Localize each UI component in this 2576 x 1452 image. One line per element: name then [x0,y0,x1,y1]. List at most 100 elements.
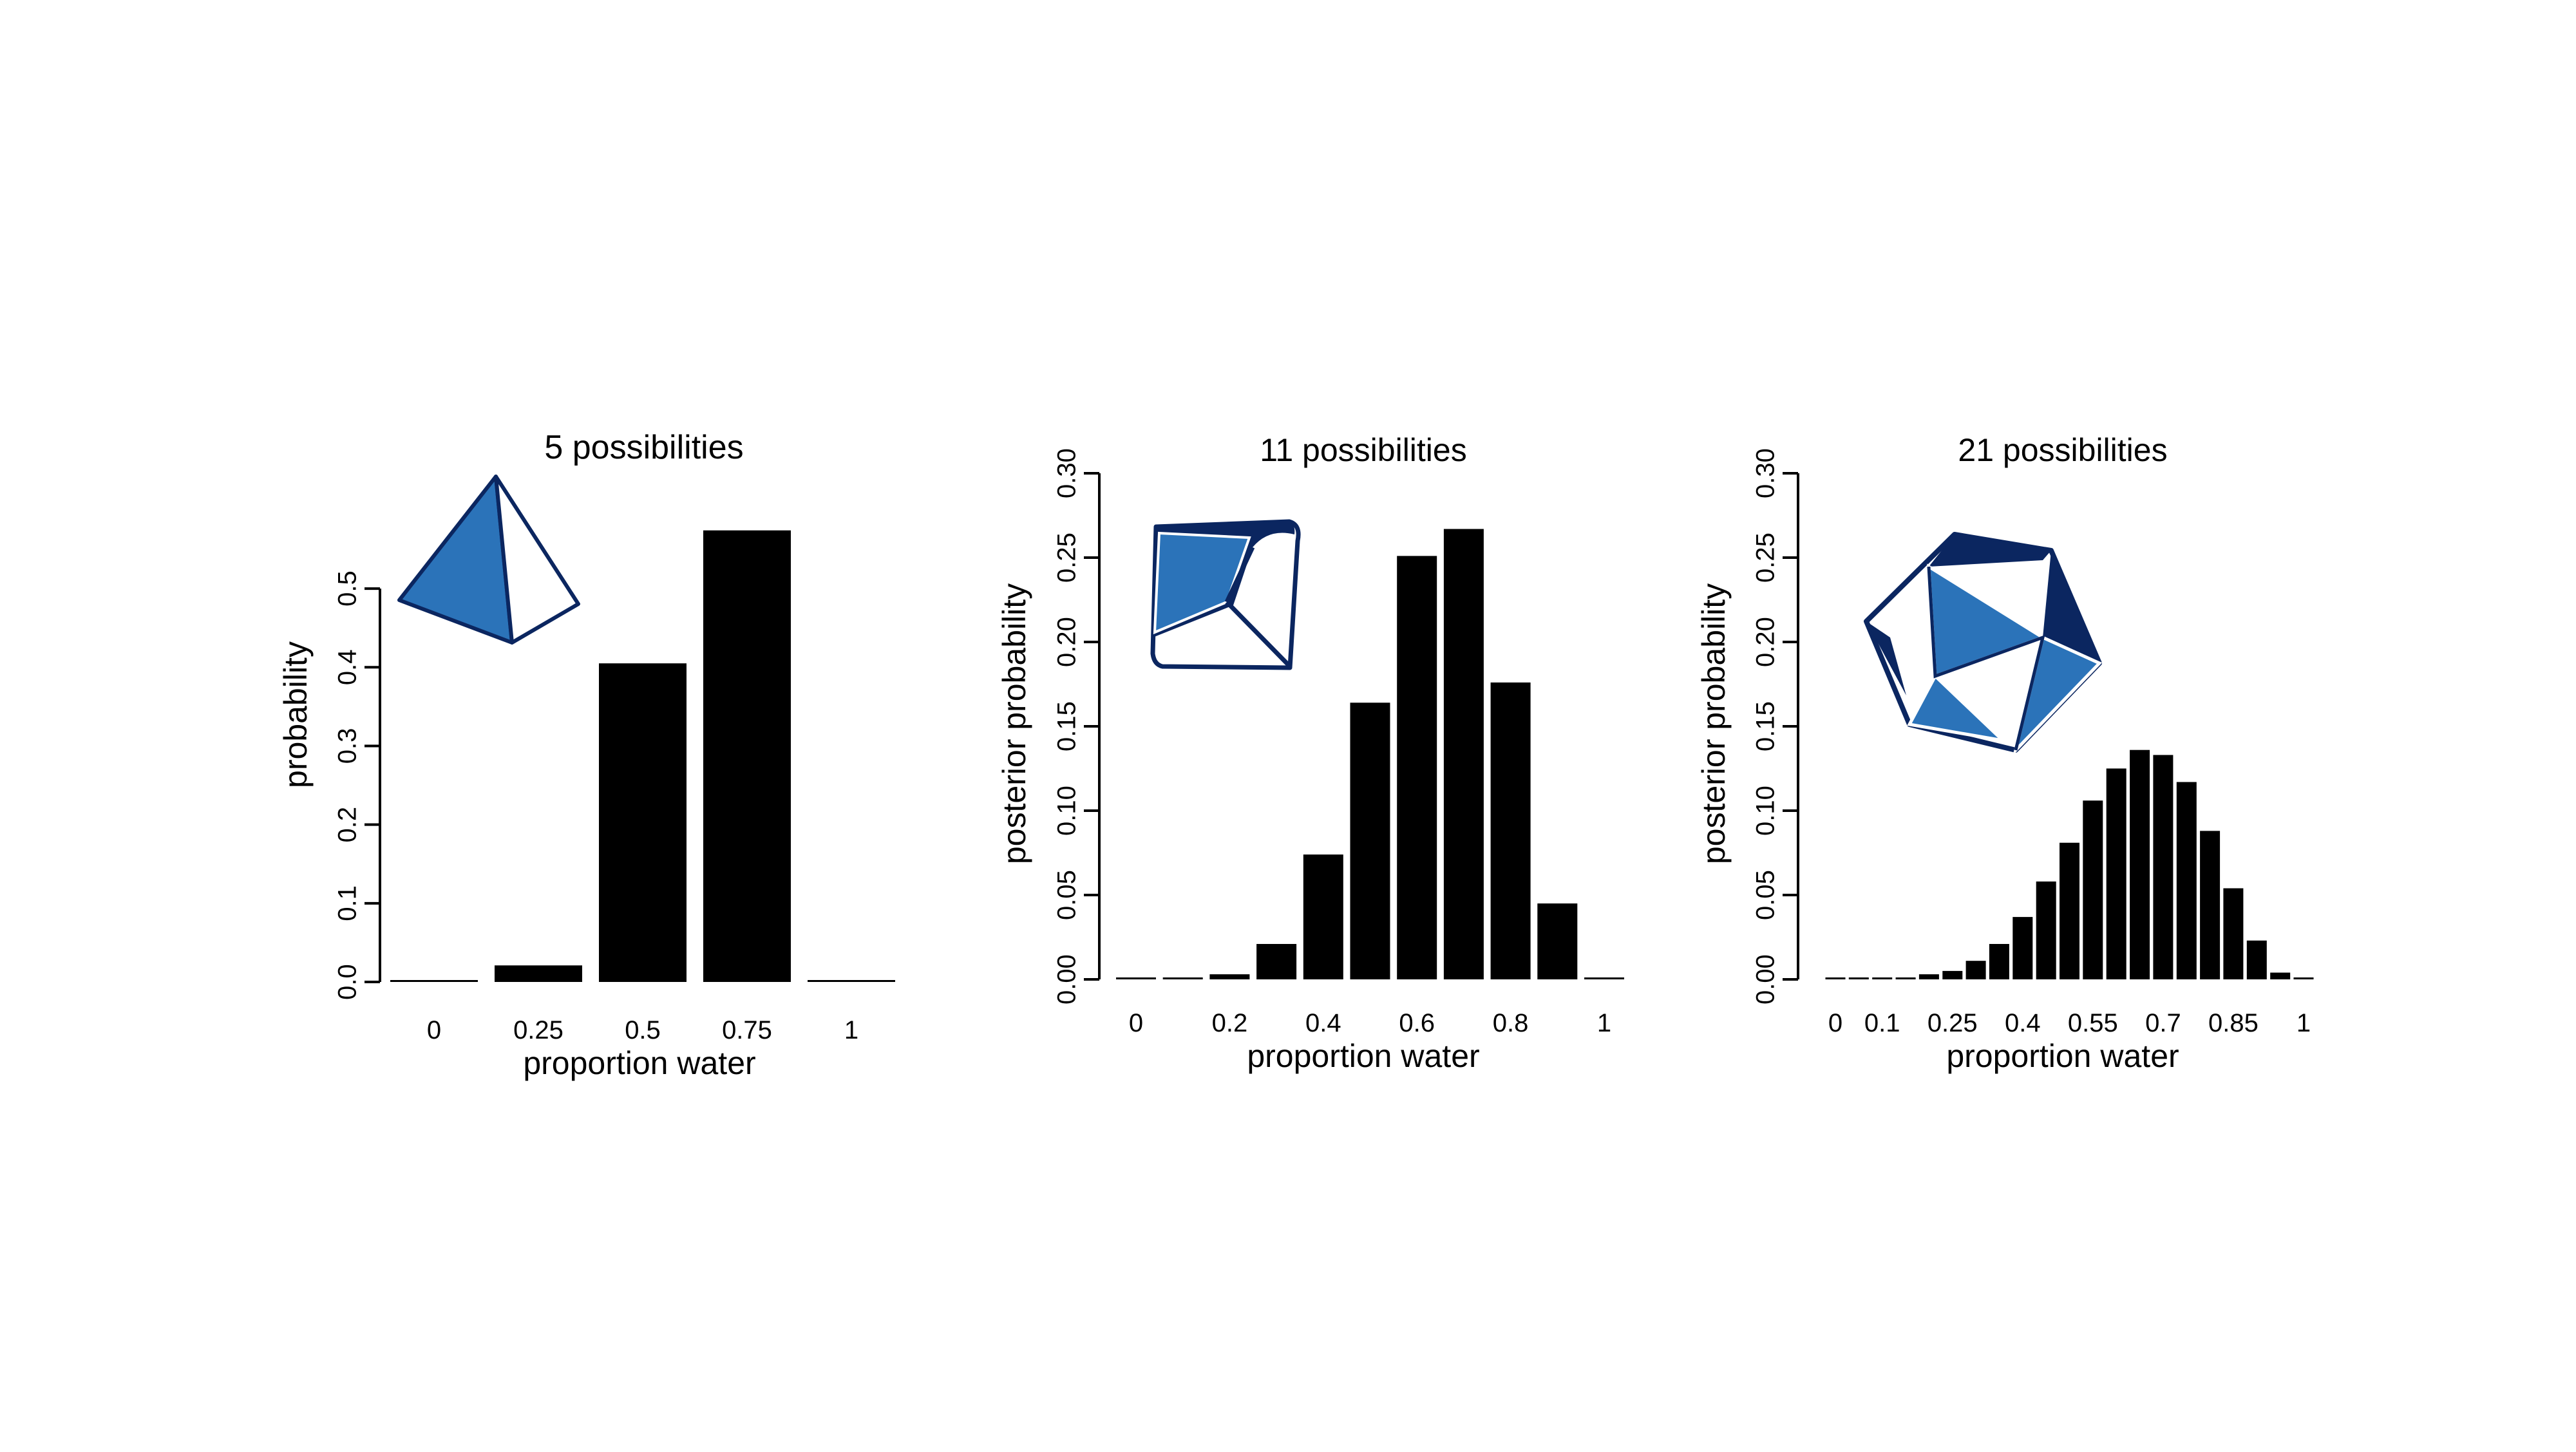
bar [2223,888,2244,979]
bar [1965,961,1986,979]
y-tick-label: 0.00 [1053,954,1081,1004]
bar [495,965,582,982]
x-tick-labels: 0 0.1 0.25 0.4 0.55 0.7 0.85 1 [1828,1009,2311,1037]
y-tick-label: 0.20 [1752,617,1780,667]
x-tick-label: 0.8 [1493,1009,1529,1037]
x-tick-label: 0.7 [2145,1009,2181,1037]
x-tick-label: 0.55 [2068,1009,2118,1037]
x-tick-labels: 0 0.25 0.5 0.75 1 [427,1016,858,1044]
bar [703,530,791,982]
bar [1256,944,1297,979]
bar [390,980,478,982]
bar [1895,977,1916,979]
x-tick-label: 1 [844,1016,858,1044]
y-tick-label: 0.30 [1053,448,1081,498]
bar [2153,755,2174,979]
x-tick-label: 1 [2297,1009,2311,1037]
bar [1584,977,1624,979]
x-tick-label: 0.85 [2208,1009,2259,1037]
bar [1303,854,1343,979]
y-tick-label: 0.10 [1053,786,1081,836]
y-tick-label: 0.1 [334,885,362,921]
x-tick-label: 0.1 [1864,1009,1900,1037]
chart-title: 21 possibilities [1958,432,2167,468]
x-tick-label: 0.4 [1305,1009,1341,1037]
x-axis-label: proportion water [523,1045,755,1081]
bar [2106,768,2126,979]
bar-group [1116,529,1624,979]
panel-21-possibilities: 21 possibilities proportion water poster… [1696,432,2314,1074]
bar [1397,556,1437,979]
y-tick-label: 0.25 [1053,533,1081,583]
y-tick-label: 0.5 [334,570,362,607]
y-tick-label: 0.2 [334,807,362,843]
panel-5-possibilities: 5 possibilities proportion water probabi… [278,429,895,1081]
bar [1537,903,1578,979]
chart-title: 11 possibilities [1260,432,1466,468]
y-tick-label: 0.00 [1752,954,1780,1004]
bar [2293,977,2314,979]
panel-11-possibilities: 11 possibilities proportion water poster… [996,432,1624,1074]
y-tick-label: 0.25 [1752,533,1780,583]
x-tick-labels: 0 0.2 0.4 0.6 0.8 1 [1129,1009,1611,1037]
x-tick-label: 1 [1597,1009,1611,1037]
y-tick-label: 0.05 [1053,870,1081,920]
y-tick-label: 0.0 [334,964,362,1000]
tetrahedron-icon [397,475,580,645]
tetrahedron-10-sided-die-icon [1150,519,1301,670]
y-tick-label: 0.3 [334,728,362,764]
bar [2083,800,2103,979]
bar [1918,974,1939,979]
bar [2270,972,2291,979]
x-axis-label: proportion water [1247,1038,1479,1074]
bar [1443,529,1484,979]
bar [2060,842,2079,979]
bar-group [390,530,895,982]
bar [2036,882,2056,979]
x-tick-label: 0.5 [625,1016,661,1044]
bar [1116,977,1156,979]
bar [1848,977,1869,979]
x-tick-label: 0.6 [1399,1009,1435,1037]
y-tick-label: 0.15 [1752,701,1780,751]
bar [808,980,895,982]
x-tick-label: 0 [1828,1009,1842,1037]
y-axis-label: probability [278,641,314,788]
y-axis: 0.00 0.05 0.10 0.15 0.20 0.25 0.30 [1053,448,1101,1004]
y-tick-label: 0.05 [1752,870,1780,920]
y-tick-label: 0.20 [1053,617,1081,667]
y-tick-label: 0.15 [1053,701,1081,751]
y-tick-label: 0.30 [1752,448,1780,498]
y-tick-label: 0.10 [1752,786,1780,836]
icosahedron-icon [1864,532,2103,756]
bar [1209,974,1250,979]
x-tick-label: 0.25 [513,1016,564,1044]
bar [2176,782,2197,979]
chart-title: 5 possibilities [544,429,743,466]
y-axis: 0.0 0.1 0.2 0.3 0.4 0.5 [334,570,381,1000]
y-axis-label: posterior probability [1696,583,1732,864]
bar [2130,750,2150,979]
bar [1872,977,1893,979]
x-tick-label: 0.4 [2005,1009,2041,1037]
bar [1942,970,1963,979]
bar [2246,940,2267,979]
bar [1490,682,1531,979]
y-tick-label: 0.4 [334,649,362,685]
x-tick-label: 0 [427,1016,441,1044]
y-axis-label: posterior probability [996,583,1032,864]
bar [1989,944,2009,979]
bar-group [1825,750,2314,979]
x-tick-label: 0.75 [722,1016,772,1044]
x-tick-label: 0.2 [1212,1009,1248,1037]
y-axis: 0.00 0.05 0.10 0.15 0.20 0.25 0.30 [1752,448,1799,1004]
bar [2012,917,2033,979]
bar [599,663,687,982]
bar [2200,831,2221,979]
x-tick-label: 0.25 [1927,1009,1978,1037]
x-axis-label: proportion water [1946,1038,2179,1074]
bar [1350,702,1390,979]
bar [1162,977,1203,979]
